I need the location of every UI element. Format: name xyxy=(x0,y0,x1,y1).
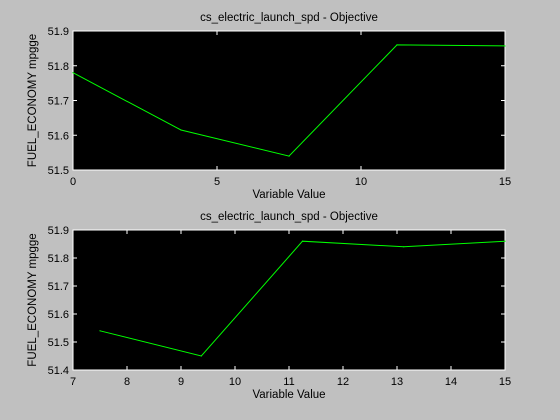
data-point xyxy=(504,45,506,47)
plot-area xyxy=(72,229,506,371)
y-tick-label: 51.8 xyxy=(48,61,69,73)
y-tick-label: 51.5 xyxy=(48,165,69,177)
x-tick-label: 7 xyxy=(70,376,76,388)
x-tick-label: 9 xyxy=(178,376,184,388)
y-tick-label: 51.6 xyxy=(48,309,69,321)
x-tick-label: 10 xyxy=(355,176,367,188)
data-point xyxy=(288,155,290,157)
y-tick-label: 51.6 xyxy=(48,130,69,142)
y-tick-label: 51.9 xyxy=(48,26,69,38)
y-tick-label: 51.5 xyxy=(48,337,69,349)
data-point xyxy=(99,330,101,332)
y-tick-label: 51.9 xyxy=(48,225,69,237)
data-point xyxy=(301,240,304,242)
data-point xyxy=(403,246,405,248)
chart-title: cs_electric_launch_spd - Objective xyxy=(200,12,378,24)
x-tick-label: 10 xyxy=(229,376,241,388)
data-point xyxy=(396,44,398,46)
y-axis-label: FUEL_ECONOMY mpgge xyxy=(27,233,39,366)
x-tick-label: 11 xyxy=(283,376,294,388)
y-axis-label: FUEL_ECONOMY mpgge xyxy=(27,34,39,167)
y-tick-label: 51.7 xyxy=(48,96,69,108)
x-tick-label: 15 xyxy=(499,176,511,188)
data-point xyxy=(180,129,182,131)
data-point xyxy=(200,355,202,357)
x-axis-label: Variable Value xyxy=(252,389,325,401)
chart-2: 7 8 9 10 11 12 13 14 15 51.4 51.5 51.6 51.7 51.8 51.9 c… xyxy=(27,211,511,401)
plot-area xyxy=(72,30,506,171)
x-tick-label: 15 xyxy=(499,376,511,388)
data-point xyxy=(504,240,506,242)
x-axis-label: Variable Value xyxy=(252,189,325,201)
x-tick-label: 13 xyxy=(391,376,403,388)
y-tick-label: 51.8 xyxy=(48,253,69,265)
chart-title: cs_electric_launch_spd - Objective xyxy=(200,211,378,223)
y-tick-label: 51.7 xyxy=(48,281,69,293)
chart-1: 0 5 10 15 51.5 51.6 51.7 51.8 51.9 cs_electric_la… xyxy=(27,12,511,201)
x-tick-label: 8 xyxy=(124,376,130,388)
x-tick-label: 0 xyxy=(70,176,76,188)
data-point xyxy=(72,72,74,74)
x-tick-label: 12 xyxy=(337,376,349,388)
x-tick-label: 14 xyxy=(445,376,457,388)
x-tick-label: 5 xyxy=(214,176,220,188)
y-tick-label: 51.4 xyxy=(48,365,69,377)
